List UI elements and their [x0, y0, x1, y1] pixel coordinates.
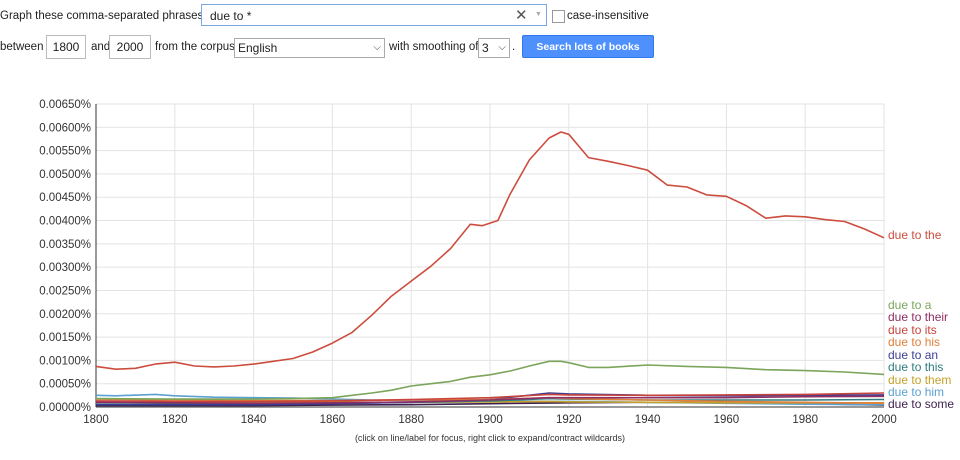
x-tick-label: 1920	[556, 414, 582, 426]
dropdown-arrow-icon[interactable]: ▼	[535, 11, 542, 18]
legend-label-due-to-the[interactable]: due to the	[888, 228, 942, 242]
y-tick-label: 0.00150%	[39, 332, 91, 344]
y-tick-label: 0.00650%	[39, 99, 91, 111]
y-tick-label: 0.00000%	[39, 402, 91, 414]
smoothing-suffix: .	[512, 41, 516, 53]
corpus-label: from the corpus	[155, 41, 235, 53]
x-tick-label: 1800	[83, 414, 109, 426]
y-tick-label: 0.00550%	[39, 146, 91, 158]
end-year-input[interactable]: 2000	[109, 35, 151, 59]
y-tick-label: 0.00300%	[39, 262, 91, 274]
corpus-select[interactable]: English ⌵	[234, 38, 385, 58]
series-line-due-to-a[interactable]	[95, 360, 885, 400]
legend-label-due-to-their[interactable]: due to their	[888, 310, 948, 324]
x-tick-label: 1900	[477, 414, 503, 426]
x-tick-label: 1980	[792, 414, 818, 426]
y-tick-label: 0.00600%	[39, 122, 91, 134]
chevron-down-icon: ⌵	[373, 42, 381, 53]
between-label: between	[0, 41, 44, 53]
case-insensitive-label: case-insensitive	[567, 10, 649, 22]
series-lines[interactable]	[95, 131, 885, 407]
x-tick-label: 1860	[320, 414, 346, 426]
footer-note: (click on line/label for focus, right cl…	[355, 433, 625, 443]
legend-label-due-to-him[interactable]: due to him	[888, 385, 944, 399]
case-insensitive-checkbox[interactable]	[552, 10, 565, 23]
legend-label-due-to-this[interactable]: due to this	[888, 360, 943, 374]
axes: 0.00000% 0.00050% 0.00100% 0.00150% 0.00200%…	[39, 99, 897, 426]
x-tick-label: 1840	[241, 414, 267, 426]
query-input[interactable]: due to * ✕ ▼	[201, 4, 547, 26]
x-tick-label: 1820	[162, 414, 188, 426]
smoothing-label: with smoothing of	[389, 41, 479, 53]
grid	[95, 103, 885, 408]
x-tick-label: 2000	[871, 414, 897, 426]
series-line-due-to-its[interactable]	[95, 392, 885, 403]
series-line-due-to-them[interactable]	[95, 400, 884, 404]
start-year-input[interactable]: 1800	[46, 35, 86, 59]
smoothing-select[interactable]: 3 ⌵	[478, 38, 510, 58]
and-label: and	[91, 41, 111, 53]
y-tick-label: 0.00050%	[39, 379, 91, 391]
y-tick-label: 0.00200%	[39, 309, 91, 321]
query-input-value: due to *	[210, 9, 252, 23]
y-tick-label: 0.00250%	[39, 285, 91, 297]
legend-label-due-to-them[interactable]: due to them	[888, 373, 951, 387]
legend-label-due-to-a[interactable]: due to a	[888, 298, 932, 312]
chevron-down-icon: ⌵	[498, 42, 506, 53]
series-line-due-to-their[interactable]	[95, 395, 885, 405]
x-tick-label: 1960	[714, 414, 740, 426]
legend-label-due-to-an[interactable]: due to an	[888, 348, 938, 362]
series-line-due-to-the[interactable]	[95, 131, 885, 371]
legend-label-due-to-his[interactable]: due to his	[888, 335, 940, 349]
y-tick-label: 0.00450%	[39, 192, 91, 204]
ngram-chart: 0.00000% 0.00050% 0.00100% 0.00150% 0.00200%…	[39, 99, 954, 443]
phrases-label: Graph these comma-separated phrases:	[0, 10, 207, 22]
y-tick-label: 0.00500%	[39, 169, 91, 181]
y-tick-label: 0.00100%	[39, 355, 91, 367]
x-tick-label: 1940	[635, 414, 661, 426]
y-tick-label: 0.00400%	[39, 216, 91, 228]
search-button[interactable]: Search lots of books	[522, 35, 654, 58]
corpus-select-value: English	[238, 41, 278, 55]
x-tick-label: 1880	[398, 414, 424, 426]
legend-label-due-to-its[interactable]: due to its	[888, 323, 937, 337]
y-tick-label: 0.00350%	[39, 239, 91, 251]
smoothing-select-value: 3	[482, 41, 489, 55]
clear-icon[interactable]: ✕	[515, 7, 528, 24]
legend-label-due-to-some[interactable]: due to some	[888, 397, 954, 411]
